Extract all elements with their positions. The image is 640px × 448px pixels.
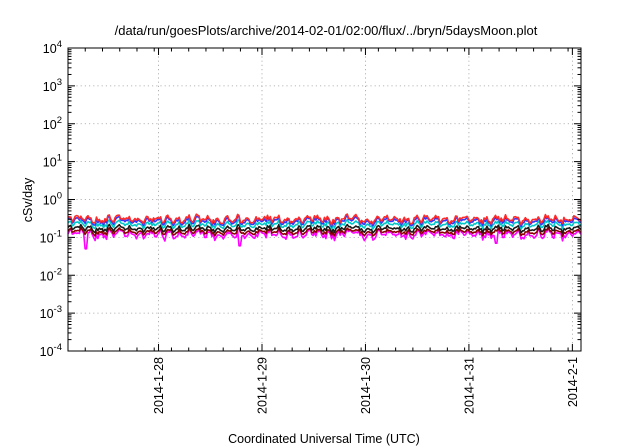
x-tick-label: 2014-1-31 [462,357,476,414]
y-tick-label: 10-2 [40,266,62,283]
y-tick-label: 103 [43,77,62,94]
y-tick-label: 104 [43,39,62,56]
y-tick-label: 100 [43,191,62,208]
series-line [67,213,582,226]
x-tick-label: 2014-2-1 [566,357,580,407]
y-tick-label: 10-1 [40,228,62,245]
series-line [67,218,582,230]
series-group [67,213,582,250]
y-tick-label: 10-3 [40,304,62,321]
y-axis-label: cSv/day [21,177,35,222]
chart-title: /data/run/goesPlots/archive/2014-02-01/0… [115,23,538,38]
plot-frame [67,47,582,352]
x-tick-label: 2014-1-29 [255,357,269,414]
y-tick-label: 10-4 [40,342,62,359]
x-axis-label: Coordinated Universal Time (UTC) [228,432,420,446]
x-tick-label: 2014-1-28 [152,357,166,414]
y-axis: 10-4 10-3 10-2 10-1 100 101 102 103 104 [40,39,581,359]
series-line [67,223,582,234]
grid [68,48,581,351]
x-tick-label: 2014-1-30 [359,357,373,414]
y-tick-label: 102 [43,115,62,132]
y-tick-label: 101 [43,153,62,170]
series-line [67,226,582,237]
